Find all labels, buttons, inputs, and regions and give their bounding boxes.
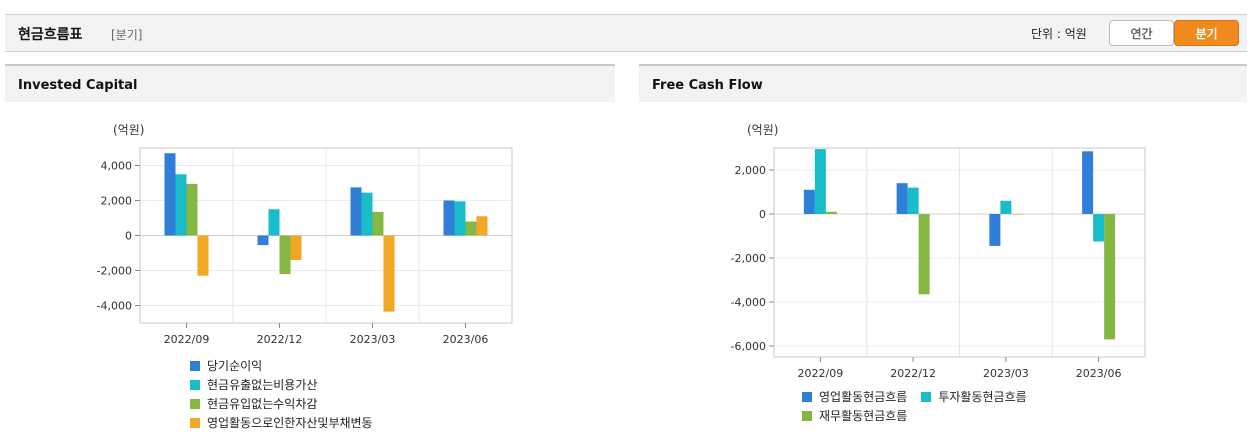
unit-label: 단위 : 억원: [1031, 27, 1087, 41]
bar: [896, 183, 908, 214]
bar: [1082, 151, 1094, 214]
legend-swatch: [190, 398, 200, 409]
legend-label: 재무활동현금흐름: [819, 409, 908, 423]
x-tick-label: 2022/09: [164, 333, 210, 346]
bar: [454, 201, 466, 236]
legend-item: 영업활동현금흐름: [802, 387, 907, 406]
bar: [825, 211, 837, 214]
bar: [164, 153, 176, 236]
legend-swatch: [190, 379, 200, 390]
y-tick-label: 0: [759, 208, 766, 221]
invested-capital-panel: Invested Capital 4,000 2,000 0 -2,000 -4,000…: [5, 64, 615, 436]
legend-item: 영업활동으로인한자산및부채변동: [190, 413, 373, 432]
bar: [361, 192, 373, 236]
bar: [476, 216, 488, 236]
bar: [1104, 214, 1116, 340]
bar: [257, 235, 269, 246]
bar: [803, 189, 815, 214]
legend-row: 영업활동현금흐름 투자활동현금흐름: [802, 387, 1027, 406]
y-tick-label: -4,000: [97, 300, 132, 313]
legend-label: 당기순이익: [207, 359, 263, 373]
period-label: [분기]: [111, 28, 143, 42]
x-tick-label: 2022/12: [257, 333, 303, 346]
bar: [918, 214, 930, 295]
legend-label: 영업활동현금흐름: [819, 390, 908, 404]
legend-swatch: [190, 417, 200, 428]
legend-label: 현금유출없는비용가산: [207, 378, 318, 392]
y-tick-label: -4,000: [731, 296, 766, 309]
legend-label: 투자활동현금흐름: [938, 390, 1027, 404]
tab-annual[interactable]: 연간: [1109, 20, 1174, 46]
y-tick-label: 0: [125, 230, 132, 243]
bar: [350, 187, 362, 236]
bar: [814, 149, 826, 214]
legend-swatch: [802, 391, 812, 402]
y-axis-label: (억원): [113, 123, 144, 137]
bar: [465, 221, 477, 236]
legend-item: 당기순이익: [190, 356, 373, 375]
legend-swatch: [802, 410, 812, 421]
bar: [279, 235, 291, 274]
bar: [907, 187, 919, 214]
free-cash-flow-panel: Free Cash Flow 2,000 0 -2,000 -4,000 -6,000 (…: [639, 64, 1247, 436]
bar: [197, 235, 209, 276]
bar: [989, 214, 1001, 246]
x-tick-label: 2022/09: [798, 367, 844, 380]
bar: [383, 235, 395, 312]
legend-swatch: [190, 360, 200, 371]
panel-header: Free Cash Flow: [639, 64, 1247, 102]
bar: [186, 183, 198, 236]
y-tick-label: 4,000: [101, 160, 133, 173]
header-bar: 현금흐름표 [분기] 단위 : 억원 연간 분기: [5, 14, 1247, 52]
panel-header: Invested Capital: [5, 64, 615, 102]
chart-title: Invested Capital: [18, 78, 138, 93]
legend-label: 현금유입없는수익차감: [207, 397, 318, 411]
invested-capital-chart: 4,000 2,000 0 -2,000 -4,000 (억원) 2022/09 2022/1…: [97, 123, 513, 346]
chart-title: Free Cash Flow: [652, 78, 763, 93]
bar: [1000, 200, 1012, 214]
page-title: 현금흐름표: [18, 27, 83, 43]
legend-item: 투자활동현금흐름: [921, 387, 1027, 406]
y-tick-label: 2,000: [735, 164, 767, 177]
x-tick-label: 2022/12: [890, 367, 936, 380]
y-tick-label: 2,000: [101, 195, 133, 208]
tab-quarterly[interactable]: 분기: [1174, 20, 1239, 46]
legend-label: 영업활동으로인한자산및부채변동: [207, 416, 373, 430]
legend-item: 현금유출없는비용가산: [190, 375, 373, 394]
free-cash-flow-chart: 2,000 0 -2,000 -4,000 -6,000 (억원) 2022/09 2022/…: [731, 123, 1146, 380]
bar: [1011, 214, 1023, 215]
bar: [175, 174, 187, 236]
legend-swatch: [921, 391, 932, 402]
bar: [1093, 214, 1105, 242]
bar: [372, 211, 384, 236]
legend-row: 재무활동현금흐름: [802, 406, 1027, 425]
x-tick-label: 2023/06: [1076, 367, 1122, 380]
x-tick-label: 2023/06: [443, 333, 489, 346]
bar: [443, 200, 455, 236]
legend-item: 현금유입없는수익차감: [190, 394, 373, 413]
y-tick-label: -2,000: [731, 252, 766, 265]
y-tick-label: -2,000: [97, 265, 132, 278]
y-axis-label: (억원): [747, 123, 778, 137]
x-tick-label: 2023/03: [983, 367, 1029, 380]
y-tick-label: -6,000: [731, 340, 766, 353]
bar: [290, 235, 302, 260]
bar: [268, 209, 280, 236]
legend-item: 재무활동현금흐름: [802, 406, 907, 425]
x-tick-label: 2023/03: [350, 333, 396, 346]
